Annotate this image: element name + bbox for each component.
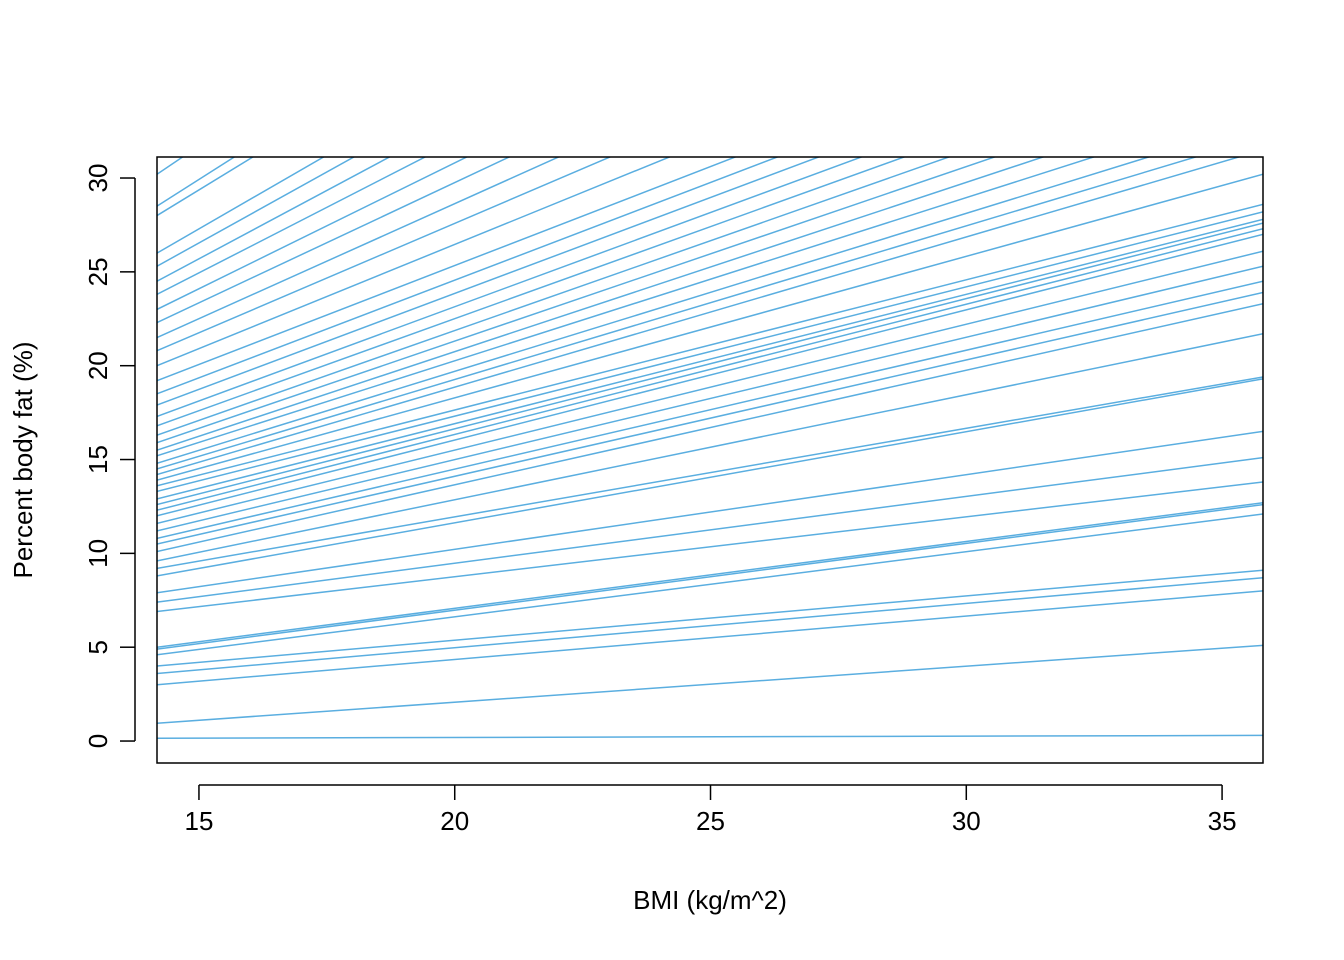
data-line <box>157 157 561 339</box>
data-line <box>157 157 392 282</box>
data-line <box>157 265 1263 532</box>
data-line <box>157 203 1263 487</box>
y-tick-label: 15 <box>83 445 113 474</box>
x-tick-label: 30 <box>952 806 981 836</box>
data-line <box>157 157 821 406</box>
data-line <box>157 569 1263 667</box>
data-line <box>157 291 1263 545</box>
data-line <box>157 590 1263 686</box>
data-line <box>157 378 1263 577</box>
data-line <box>157 157 1242 476</box>
y-tick-label: 25 <box>83 257 113 286</box>
data-line <box>157 157 780 395</box>
data-line <box>157 173 1263 481</box>
data-line <box>157 157 952 436</box>
data-line <box>157 157 907 427</box>
data-line <box>157 503 1263 650</box>
data-line <box>157 577 1263 675</box>
data-line <box>157 211 1263 493</box>
data-line <box>157 157 326 254</box>
data-line <box>157 303 1263 553</box>
data-line <box>157 157 236 207</box>
data-line <box>157 157 672 367</box>
data-line <box>157 280 1263 540</box>
data-line <box>157 734 1263 739</box>
x-tick-label: 35 <box>1208 806 1237 836</box>
data-line <box>157 333 1263 562</box>
plot-box <box>156 156 1264 764</box>
data-line <box>157 233 1263 517</box>
x-tick-label: 25 <box>696 806 725 836</box>
data-line <box>157 157 427 296</box>
x-tick-label: 15 <box>184 806 213 836</box>
data-line <box>157 157 511 324</box>
y-tick-label: 5 <box>83 640 113 654</box>
data-line <box>157 157 1046 451</box>
data-line <box>157 376 1263 570</box>
plot-area <box>157 157 1263 739</box>
data-line <box>157 157 997 444</box>
data-line <box>157 157 184 175</box>
data-line <box>157 250 1263 525</box>
data-line <box>157 513 1263 656</box>
data-line <box>157 481 1263 613</box>
data-line <box>157 157 612 352</box>
data-line <box>157 227 1263 511</box>
data-line <box>157 644 1263 724</box>
data-line <box>157 157 469 311</box>
y-tick-label: 10 <box>83 539 113 568</box>
data-line <box>157 222 1263 506</box>
x-tick-label: 20 <box>440 806 469 836</box>
data-line <box>157 218 1263 500</box>
data-line <box>157 430 1263 594</box>
data-line <box>157 501 1263 648</box>
data-line <box>157 157 1152 465</box>
data-line <box>157 157 1199 470</box>
data-line <box>157 157 864 418</box>
data-line <box>157 456 1263 603</box>
data-line <box>157 157 356 267</box>
y-axis-label: Percent body fat (%) <box>8 342 38 579</box>
y-tick-label: 0 <box>83 734 113 748</box>
data-line <box>157 157 738 382</box>
x-axis-label: BMI (kg/m^2) <box>633 885 787 915</box>
y-tick-label: 20 <box>83 351 113 380</box>
data-line <box>157 157 1097 457</box>
y-tick-label: 30 <box>83 164 113 193</box>
